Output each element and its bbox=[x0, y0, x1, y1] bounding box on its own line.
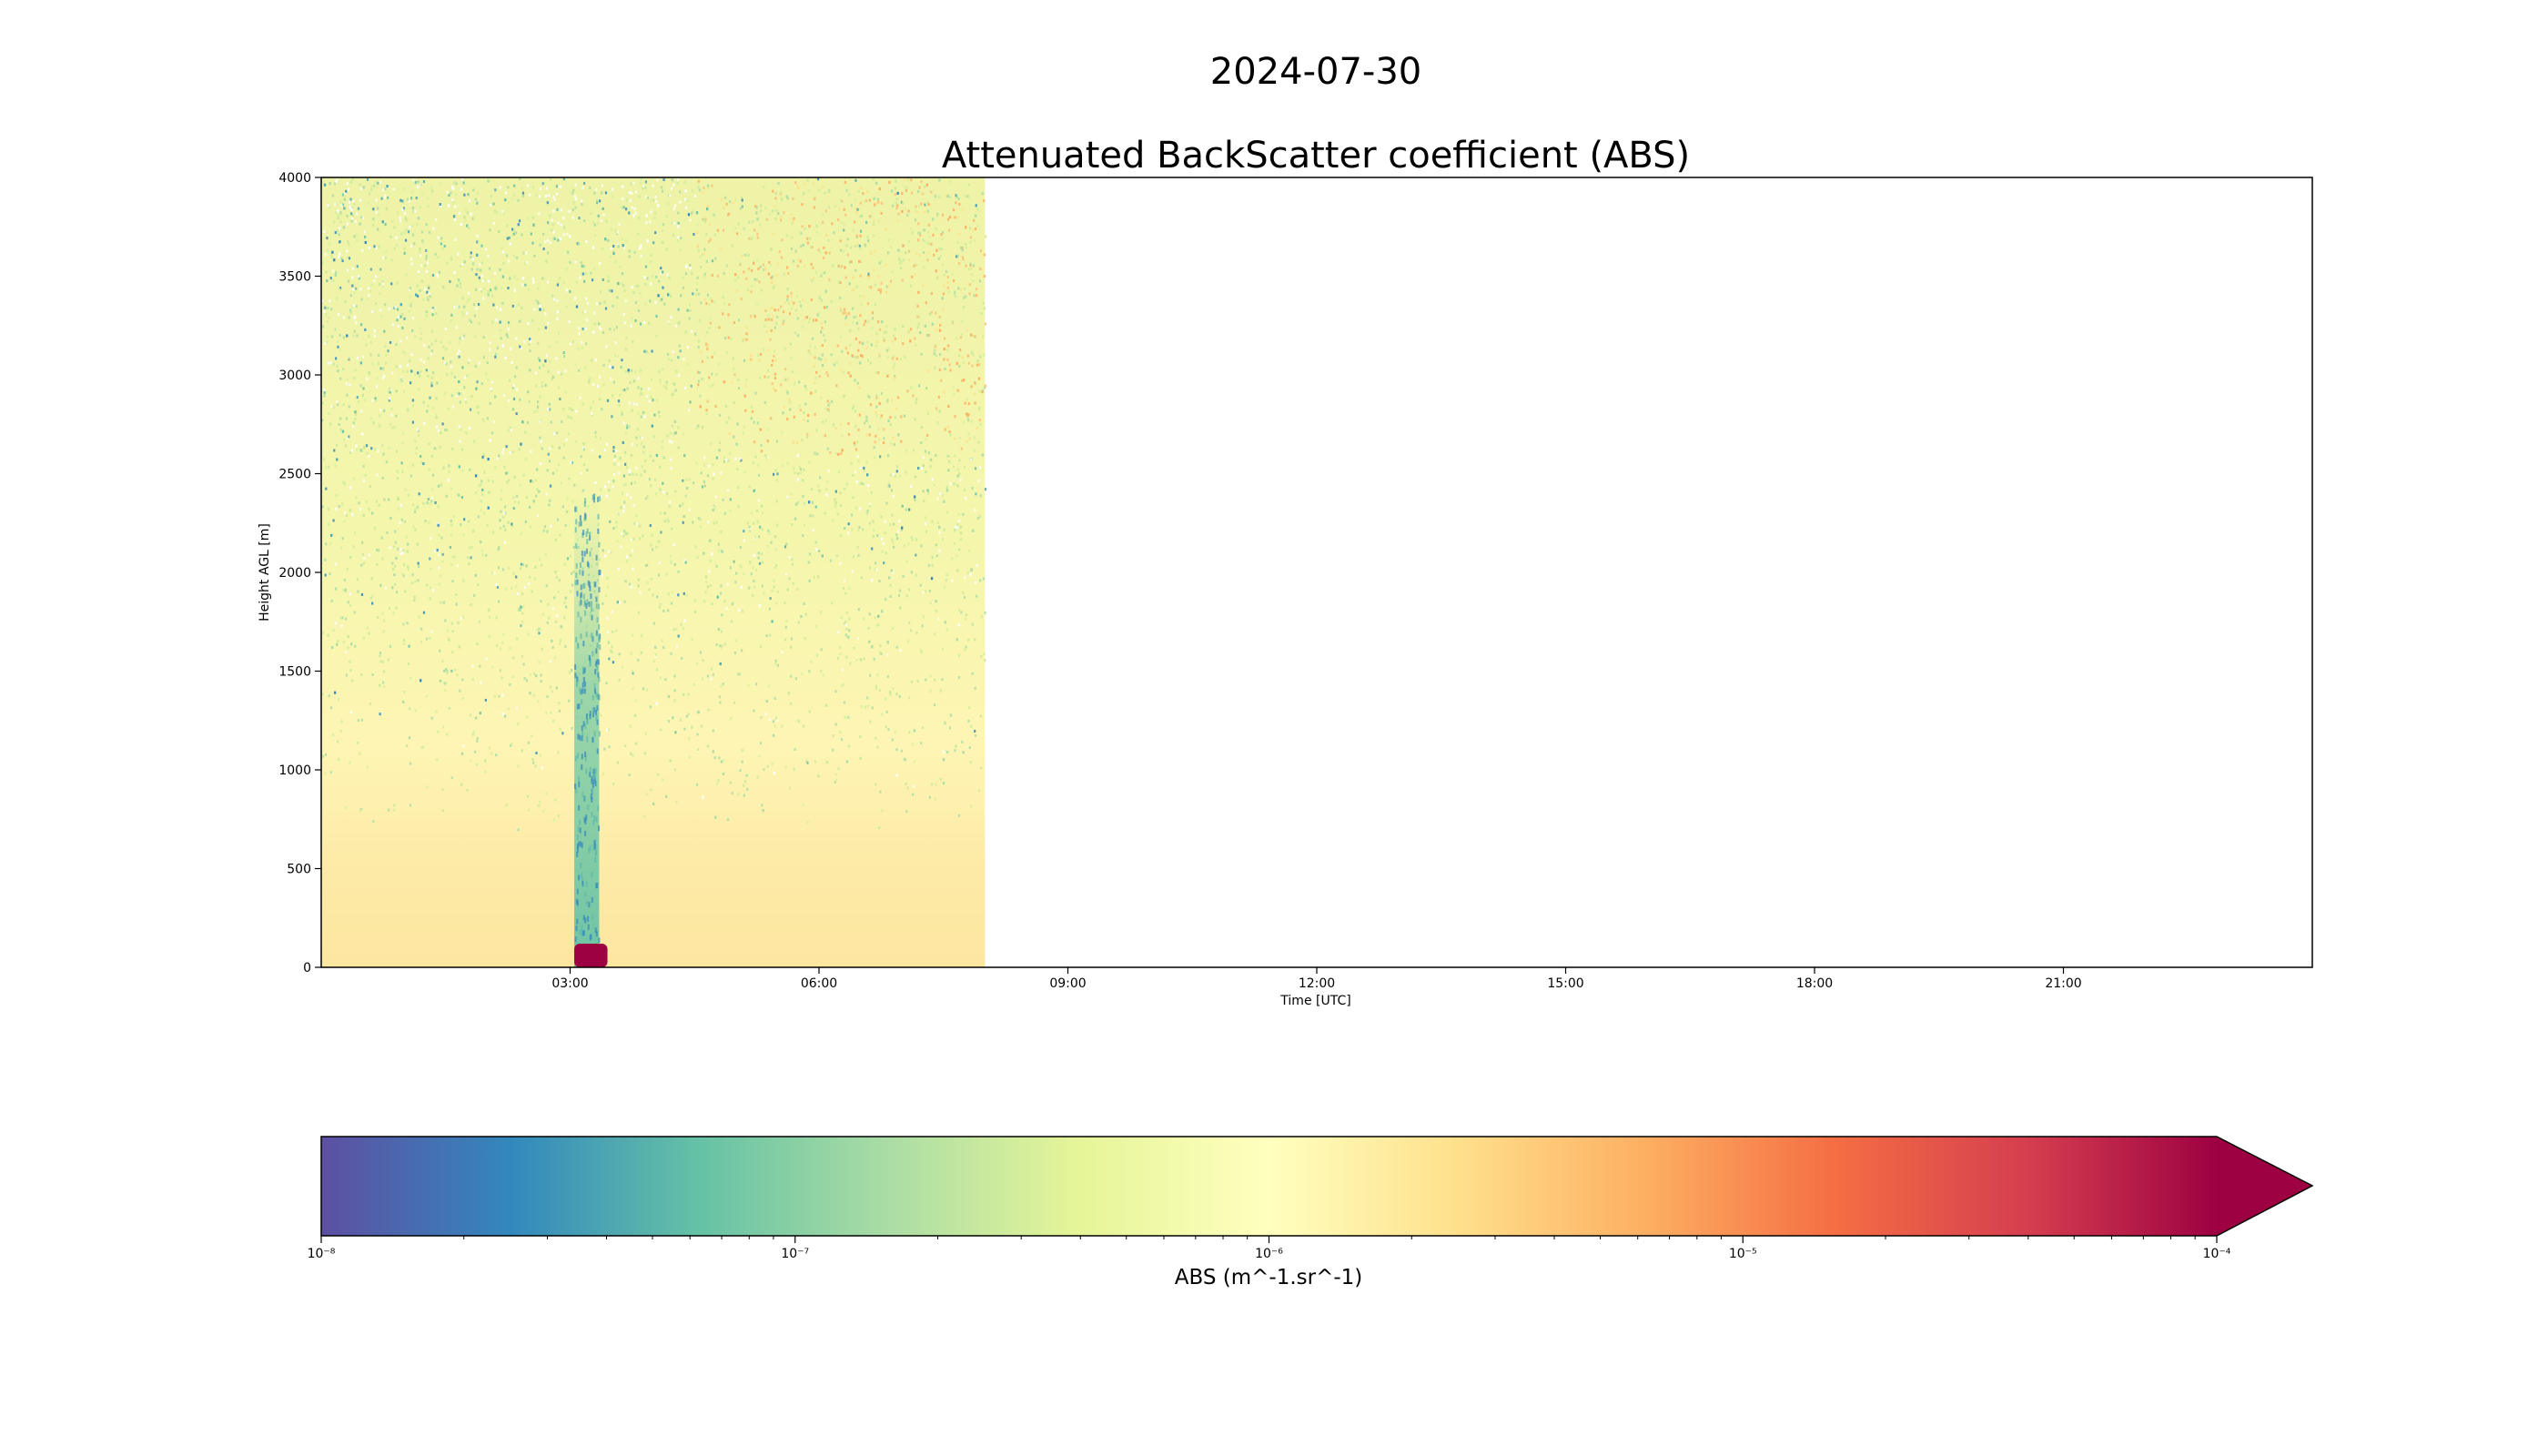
figure-suptitle: 2024-07-30 bbox=[1210, 51, 1421, 93]
y-tick-label: 3000 bbox=[278, 369, 311, 383]
colorbar-tick-label: 10⁻⁴ bbox=[2203, 1247, 2231, 1261]
colorbar-tick-label: 10⁻⁶ bbox=[1255, 1247, 1283, 1261]
x-tick-label: 15:00 bbox=[1547, 976, 1583, 991]
heatmap-background bbox=[321, 177, 985, 967]
y-tick-label: 500 bbox=[287, 863, 311, 877]
y-tick-label: 0 bbox=[303, 961, 311, 976]
colorbar-extend-arrow bbox=[2217, 1137, 2312, 1236]
y-tick-label: 1500 bbox=[278, 665, 311, 680]
colorbar-gradient bbox=[321, 1137, 2217, 1236]
x-tick-label: 06:00 bbox=[801, 976, 837, 991]
x-axis-label: Time [UTC] bbox=[1279, 994, 1350, 1008]
y-tick-label: 3500 bbox=[278, 270, 311, 285]
x-tick-label: 12:00 bbox=[1299, 976, 1335, 991]
y-tick-label: 1000 bbox=[278, 763, 311, 778]
chart-title: Attenuated BackScatter coefficient (ABS) bbox=[942, 135, 1690, 177]
y-axis-label: Height AGL [m] bbox=[258, 523, 272, 622]
aerosol-column bbox=[574, 493, 599, 967]
x-tick-label: 21:00 bbox=[2045, 976, 2081, 991]
x-tick-label: 18:00 bbox=[1796, 976, 1833, 991]
surface-signal bbox=[574, 944, 607, 967]
y-axis: 0 500 1000 1500 2000 2500 3000 3500 4000 bbox=[278, 171, 321, 976]
colorbar-axis: 10⁻⁸ 10⁻⁷ 10⁻⁶ 10⁻⁵ 10⁻⁴ bbox=[308, 1236, 2231, 1261]
colorbar-label: ABS (m^-1.sr^-1) bbox=[1175, 1266, 1363, 1289]
y-tick-label: 2000 bbox=[278, 566, 311, 581]
x-tick-label: 09:00 bbox=[1049, 976, 1086, 991]
y-tick-label: 2500 bbox=[278, 468, 311, 482]
x-tick-label: 03:00 bbox=[551, 976, 588, 991]
colorbar-tick-label: 10⁻⁷ bbox=[781, 1247, 809, 1261]
y-tick-label: 4000 bbox=[278, 171, 311, 186]
colorbar-tick-label: 10⁻⁸ bbox=[308, 1247, 336, 1261]
colorbar-tick-label: 10⁻⁵ bbox=[1729, 1247, 1757, 1261]
x-axis: 03:00 06:00 09:00 12:00 15:00 18:00 21:00 bbox=[551, 967, 2081, 991]
heatmap-image bbox=[321, 177, 986, 970]
